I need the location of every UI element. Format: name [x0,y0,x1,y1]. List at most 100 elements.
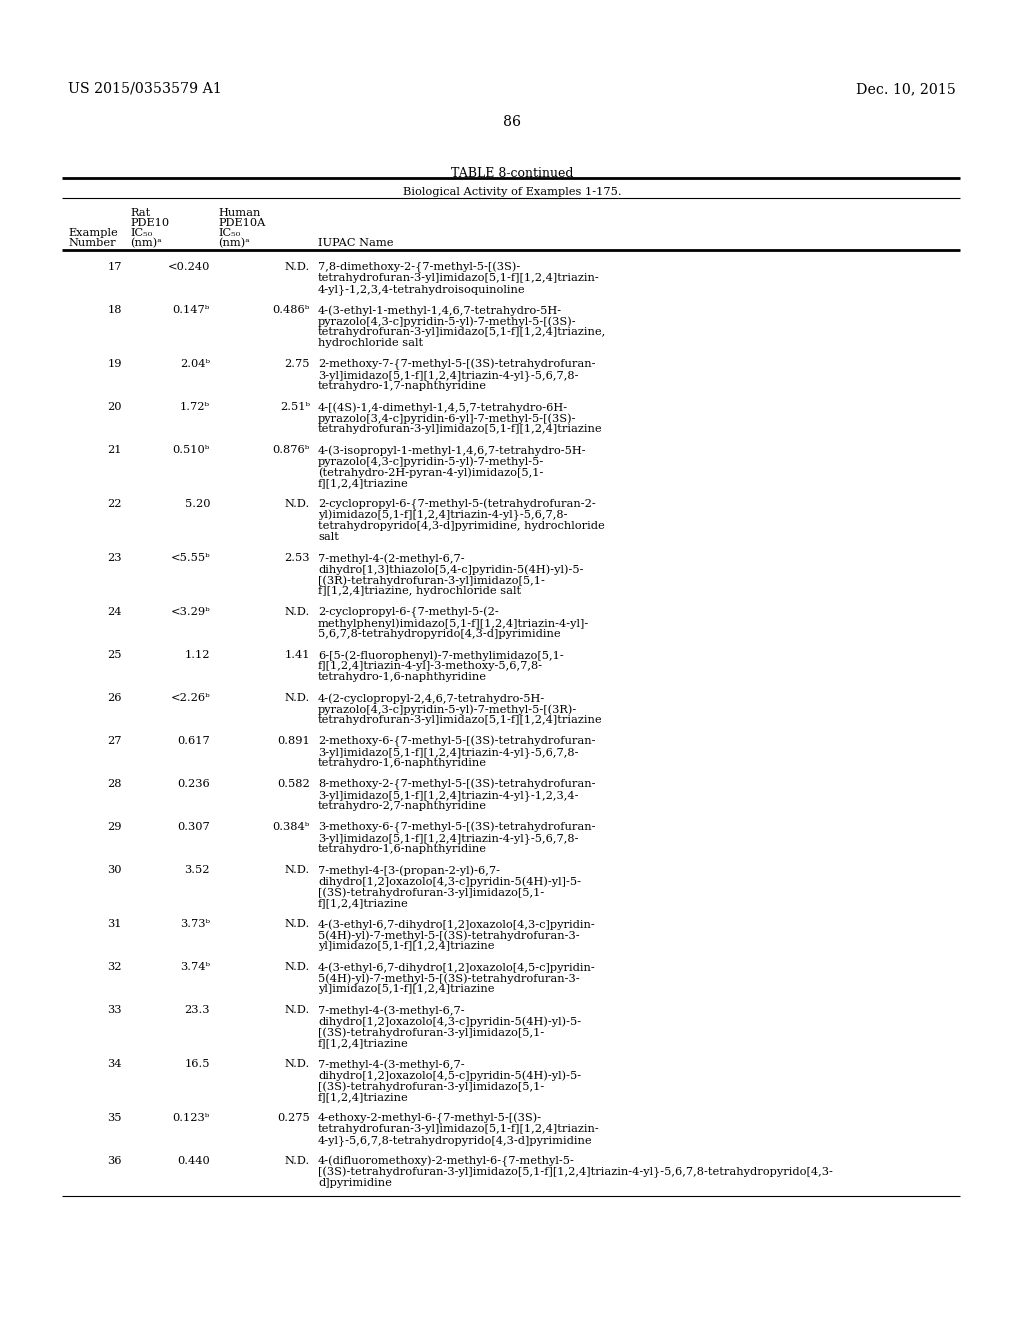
Text: <3.29ᵇ: <3.29ᵇ [170,607,210,616]
Text: 20: 20 [108,403,122,412]
Text: 33: 33 [108,1005,122,1015]
Text: 0.275: 0.275 [278,1113,310,1123]
Text: tetrahydrofuran-3-yl]imidazo[5,1-f][1,2,4]triazin-: tetrahydrofuran-3-yl]imidazo[5,1-f][1,2,… [318,273,600,282]
Text: tetrahydro-1,6-naphthyridine: tetrahydro-1,6-naphthyridine [318,758,487,768]
Text: 2-cyclopropyl-6-{7-methyl-5-(2-: 2-cyclopropyl-6-{7-methyl-5-(2- [318,607,499,618]
Text: tetrahydro-1,7-naphthyridine: tetrahydro-1,7-naphthyridine [318,381,487,391]
Text: dihydro[1,3]thiazolo[5,4-c]pyridin-5(4H)-yl)-5-: dihydro[1,3]thiazolo[5,4-c]pyridin-5(4H)… [318,564,584,574]
Text: Number: Number [68,238,116,248]
Text: 3-yl]imidazo[5,1-f][1,2,4]triazin-4-yl}-5,6,7,8-: 3-yl]imidazo[5,1-f][1,2,4]triazin-4-yl}-… [318,370,579,380]
Text: 3.73ᵇ: 3.73ᵇ [180,919,210,929]
Text: 34: 34 [108,1059,122,1069]
Text: 3-yl]imidazo[5,1-f][1,2,4]triazin-4-yl}-5,6,7,8-: 3-yl]imidazo[5,1-f][1,2,4]triazin-4-yl}-… [318,747,579,758]
Text: Example: Example [68,228,118,238]
Text: 2-cyclopropyl-6-{7-methyl-5-(tetrahydrofuran-2-: 2-cyclopropyl-6-{7-methyl-5-(tetrahydrof… [318,499,596,511]
Text: 3-yl]imidazo[5,1-f][1,2,4]triazin-4-yl}-1,2,3,4-: 3-yl]imidazo[5,1-f][1,2,4]triazin-4-yl}-… [318,789,579,801]
Text: 3-yl]imidazo[5,1-f][1,2,4]triazin-4-yl}-5,6,7,8-: 3-yl]imidazo[5,1-f][1,2,4]triazin-4-yl}-… [318,833,579,843]
Text: 5,6,7,8-tetrahydropyrido[4,3-d]pyrimidine: 5,6,7,8-tetrahydropyrido[4,3-d]pyrimidin… [318,630,560,639]
Text: 2.04ᵇ: 2.04ᵇ [180,359,210,370]
Text: 2.51ᵇ: 2.51ᵇ [280,403,310,412]
Text: [(3S)-tetrahydrofuran-3-yl]imidazo[5,1-: [(3S)-tetrahydrofuran-3-yl]imidazo[5,1- [318,1027,544,1038]
Text: 26: 26 [108,693,122,704]
Text: 2.75: 2.75 [285,359,310,370]
Text: f][1,2,4]triazin-4-yl]-3-methoxy-5,6,7,8-: f][1,2,4]triazin-4-yl]-3-methoxy-5,6,7,8… [318,661,543,671]
Text: dihydro[1,2]oxazolo[4,3-c]pyridin-5(4H)-yl]-5-: dihydro[1,2]oxazolo[4,3-c]pyridin-5(4H)-… [318,876,581,887]
Text: yl)imidazo[5,1-f][1,2,4]triazin-4-yl}-5,6,7,8-: yl)imidazo[5,1-f][1,2,4]triazin-4-yl}-5,… [318,510,567,521]
Text: Human: Human [218,209,260,218]
Text: f][1,2,4]triazine: f][1,2,4]triazine [318,1092,409,1102]
Text: <2.26ᵇ: <2.26ᵇ [170,693,210,704]
Text: N.D.: N.D. [285,499,310,510]
Text: 5.20: 5.20 [184,499,210,510]
Text: yl]imidazo[5,1-f][1,2,4]triazine: yl]imidazo[5,1-f][1,2,4]triazine [318,941,495,950]
Text: 4-ethoxy-2-methyl-6-{7-methyl-5-[(3S)-: 4-ethoxy-2-methyl-6-{7-methyl-5-[(3S)- [318,1113,542,1125]
Text: <5.55ᵇ: <5.55ᵇ [170,553,210,564]
Text: N.D.: N.D. [285,962,310,972]
Text: 5(4H)-yl)-7-methyl-5-[(3S)-tetrahydrofuran-3-: 5(4H)-yl)-7-methyl-5-[(3S)-tetrahydrofur… [318,973,580,983]
Text: tetrahydrofuran-3-yl]imidazo[5,1-f][1,2,4]triazine,: tetrahydrofuran-3-yl]imidazo[5,1-f][1,2,… [318,327,606,337]
Text: tetrahydro-1,6-naphthyridine: tetrahydro-1,6-naphthyridine [318,843,487,854]
Text: N.D.: N.D. [285,1059,310,1069]
Text: 6-[5-(2-fluorophenyl)-7-methylimidazo[5,1-: 6-[5-(2-fluorophenyl)-7-methylimidazo[5,… [318,649,564,660]
Text: 4-(3-isopropyl-1-methyl-1,4,6,7-tetrahydro-5H-: 4-(3-isopropyl-1-methyl-1,4,6,7-tetrahyd… [318,445,587,455]
Text: 35: 35 [108,1113,122,1123]
Text: 0.617: 0.617 [177,737,210,746]
Text: N.D.: N.D. [285,865,310,875]
Text: 21: 21 [108,445,122,455]
Text: Dec. 10, 2015: Dec. 10, 2015 [856,82,956,96]
Text: N.D.: N.D. [285,1005,310,1015]
Text: 8-methoxy-2-{7-methyl-5-[(3S)-tetrahydrofuran-: 8-methoxy-2-{7-methyl-5-[(3S)-tetrahydro… [318,779,596,791]
Text: 0.510ᵇ: 0.510ᵇ [173,445,210,455]
Text: 3-methoxy-6-{7-methyl-5-[(3S)-tetrahydrofuran-: 3-methoxy-6-{7-methyl-5-[(3S)-tetrahydro… [318,822,596,833]
Text: 4-(3-ethyl-6,7-dihydro[1,2]oxazolo[4,5-c]pyridin-: 4-(3-ethyl-6,7-dihydro[1,2]oxazolo[4,5-c… [318,962,596,973]
Text: 2.53: 2.53 [285,553,310,564]
Text: N.D.: N.D. [285,261,310,272]
Text: hydrochloride salt: hydrochloride salt [318,338,423,348]
Text: IC₅₀: IC₅₀ [218,228,241,238]
Text: 3.52: 3.52 [184,865,210,875]
Text: N.D.: N.D. [285,693,310,704]
Text: 2-methoxy-7-{7-methyl-5-[(3S)-tetrahydrofuran-: 2-methoxy-7-{7-methyl-5-[(3S)-tetrahydro… [318,359,596,371]
Text: 0.147ᵇ: 0.147ᵇ [173,305,210,315]
Text: tetrahydro-1,6-naphthyridine: tetrahydro-1,6-naphthyridine [318,672,487,682]
Text: [(3S)-tetrahydrofuran-3-yl]imidazo[5,1-: [(3S)-tetrahydrofuran-3-yl]imidazo[5,1- [318,887,544,898]
Text: f][1,2,4]triazine: f][1,2,4]triazine [318,478,409,488]
Text: 22: 22 [108,499,122,510]
Text: 4-yl}-5,6,7,8-tetrahydropyrido[4,3-d]pyrimidine: 4-yl}-5,6,7,8-tetrahydropyrido[4,3-d]pyr… [318,1135,593,1146]
Text: 3.74ᵇ: 3.74ᵇ [180,962,210,972]
Text: <0.240: <0.240 [168,261,210,272]
Text: 1.12: 1.12 [184,649,210,660]
Text: 4-(difluoromethoxy)-2-methyl-6-{7-methyl-5-: 4-(difluoromethoxy)-2-methyl-6-{7-methyl… [318,1156,574,1167]
Text: 0.384ᵇ: 0.384ᵇ [272,822,310,832]
Text: pyrazolo[4,3-c]pyridin-5-yl)-7-methyl-5-: pyrazolo[4,3-c]pyridin-5-yl)-7-methyl-5- [318,455,544,466]
Text: 16.5: 16.5 [184,1059,210,1069]
Text: US 2015/0353579 A1: US 2015/0353579 A1 [68,82,222,96]
Text: 36: 36 [108,1156,122,1166]
Text: methylphenyl)imidazo[5,1-f][1,2,4]triazin-4-yl]-: methylphenyl)imidazo[5,1-f][1,2,4]triazi… [318,618,589,628]
Text: pyrazolo[3,4-c]pyridin-6-yl]-7-methyl-5-[(3S)-: pyrazolo[3,4-c]pyridin-6-yl]-7-methyl-5-… [318,413,577,424]
Text: 23: 23 [108,553,122,564]
Text: Biological Activity of Examples 1-175.: Biological Activity of Examples 1-175. [402,187,622,197]
Text: tetrahydrofuran-3-yl]imidazo[5,1-f][1,2,4]triazine: tetrahydrofuran-3-yl]imidazo[5,1-f][1,2,… [318,715,603,725]
Text: 25: 25 [108,649,122,660]
Text: (nm)ᵃ: (nm)ᵃ [218,238,250,248]
Text: 0.123ᵇ: 0.123ᵇ [173,1113,210,1123]
Text: 23.3: 23.3 [184,1005,210,1015]
Text: 4-[(4S)-1,4-dimethyl-1,4,5,7-tetrahydro-6H-: 4-[(4S)-1,4-dimethyl-1,4,5,7-tetrahydro-… [318,403,568,413]
Text: 0.307: 0.307 [177,822,210,832]
Text: dihydro[1,2]oxazolo[4,5-c]pyridin-5(4H)-yl)-5-: dihydro[1,2]oxazolo[4,5-c]pyridin-5(4H)-… [318,1071,582,1081]
Text: salt: salt [318,532,339,543]
Text: 7-methyl-4-(2-methyl-6,7-: 7-methyl-4-(2-methyl-6,7- [318,553,465,564]
Text: 7-methyl-4-[3-(propan-2-yl)-6,7-: 7-methyl-4-[3-(propan-2-yl)-6,7- [318,865,500,875]
Text: 0.582: 0.582 [278,779,310,789]
Text: N.D.: N.D. [285,607,310,616]
Text: f][1,2,4]triazine, hydrochloride salt: f][1,2,4]triazine, hydrochloride salt [318,586,521,597]
Text: tetrahydrofuran-3-yl]imidazo[5,1-f][1,2,4]triazine: tetrahydrofuran-3-yl]imidazo[5,1-f][1,2,… [318,424,603,434]
Text: 29: 29 [108,822,122,832]
Text: IUPAC Name: IUPAC Name [318,238,393,248]
Text: 86: 86 [503,115,521,129]
Text: PDE10: PDE10 [130,218,169,228]
Text: 5(4H)-yl)-7-methyl-5-[(3S)-tetrahydrofuran-3-: 5(4H)-yl)-7-methyl-5-[(3S)-tetrahydrofur… [318,931,580,941]
Text: 32: 32 [108,962,122,972]
Text: [(3R)-tetrahydrofuran-3-yl]imidazo[5,1-: [(3R)-tetrahydrofuran-3-yl]imidazo[5,1- [318,576,545,586]
